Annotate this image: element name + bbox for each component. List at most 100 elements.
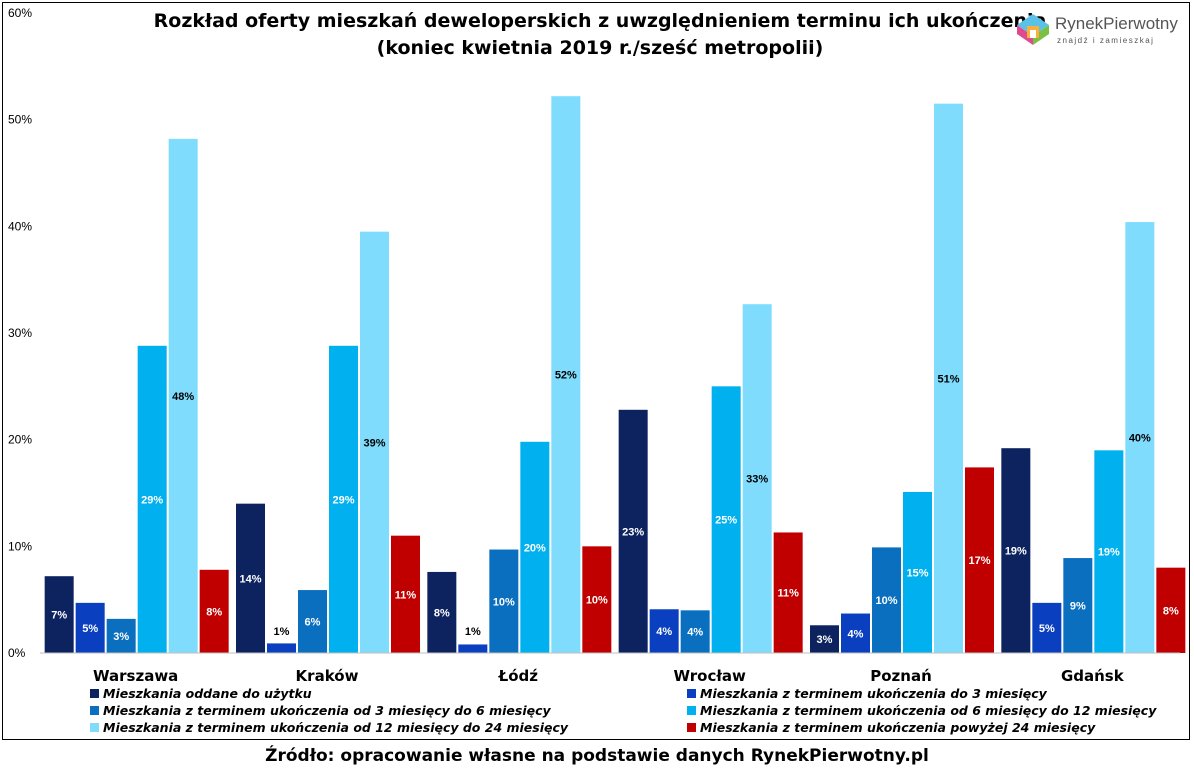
x-category-label: Gdańsk xyxy=(1061,667,1125,685)
chart-subtitle: (koniec kwietnia 2019 r./sześć metropoli… xyxy=(376,37,824,59)
bar-data-label: 40% xyxy=(1129,433,1151,445)
legend-item: Mieszkania z terminem ukończenia od 6 mi… xyxy=(687,703,1156,718)
bar-data-label: 10% xyxy=(875,595,897,607)
bar xyxy=(137,345,167,653)
bar-data-label: 52% xyxy=(555,370,577,382)
bar-chart: 0% 10% 20% 30% 40% 50% 60% 7% 5% 3% 29% 48% 8% 14% 1%… xyxy=(8,6,1186,685)
rynek-pierwotny-logo: RynekPierwotny znajdź i zamieszkaj xyxy=(1015,10,1185,50)
y-tick-label: 60% xyxy=(8,6,32,20)
bar-data-label: 10% xyxy=(586,595,608,607)
bar xyxy=(1032,602,1062,653)
bar xyxy=(360,231,389,653)
legend-swatch xyxy=(90,723,99,732)
y-axis: 0% 10% 20% 30% 40% 50% 60% xyxy=(8,6,32,660)
x-axis: Warszawa Kraków Łódź Wrocław Poznań Gdańsk xyxy=(40,652,1180,685)
bar-data-label: 39% xyxy=(363,437,385,449)
bar xyxy=(841,613,870,653)
bar-data-label: 4% xyxy=(687,627,703,639)
x-category-label: Kraków xyxy=(296,667,359,685)
bar-data-label: 1% xyxy=(465,626,481,638)
bar-data-label: 23% xyxy=(622,526,644,538)
legend-swatch xyxy=(90,706,99,715)
bar-data-label: 25% xyxy=(715,515,737,527)
legend-label: Mieszkania z terminem ukończenia od 3 mi… xyxy=(103,703,551,718)
bar-data-label: 29% xyxy=(141,494,163,506)
bar xyxy=(1094,450,1124,653)
legend-item: Mieszkania z terminem ukończenia do 3 mi… xyxy=(687,686,1047,701)
bar-data-label: 15% xyxy=(906,567,928,579)
bar-data-label: 8% xyxy=(434,607,450,619)
bar-data-label: 7% xyxy=(51,610,67,622)
bar-data-label: 3% xyxy=(113,631,129,643)
legend-label: Mieszkania oddane do użytku xyxy=(103,686,312,701)
bar-data-label: 4% xyxy=(656,626,672,638)
bar xyxy=(427,571,457,653)
legend-swatch xyxy=(687,689,696,698)
bar xyxy=(1063,558,1093,653)
chart-title-block: Rozkład oferty mieszkań deweloperskich z… xyxy=(150,8,1050,62)
bar xyxy=(618,409,648,653)
bar xyxy=(391,535,420,653)
bar-data-label: 5% xyxy=(82,623,98,635)
bar xyxy=(742,304,772,653)
y-tick-label: 0% xyxy=(8,646,26,660)
bar xyxy=(298,590,327,653)
bar-data-label: 5% xyxy=(1039,623,1055,635)
bar xyxy=(236,503,265,653)
bar-data-label: 19% xyxy=(1005,546,1027,558)
bar-data-label: 8% xyxy=(1163,605,1179,617)
bar-data-label: 17% xyxy=(968,555,990,567)
bar-data-label: 8% xyxy=(206,606,222,618)
bars xyxy=(44,96,1186,654)
bar xyxy=(903,491,932,653)
legend-item: Mieszkania z terminem ukończenia powyżej… xyxy=(687,720,1095,735)
bar xyxy=(711,386,741,653)
bar-data-label: 10% xyxy=(493,596,515,608)
bar-data-label: 48% xyxy=(172,391,194,403)
bar xyxy=(810,625,839,653)
bar xyxy=(489,549,519,653)
logo-tagline: znajdź i zamieszkaj xyxy=(1057,36,1155,45)
bar-data-label: 4% xyxy=(848,628,864,640)
bar xyxy=(582,546,612,653)
chart-frame xyxy=(2,2,1190,740)
source-note: Źródło: opracowanie własne na podstawie … xyxy=(265,746,929,766)
house-logo-icon xyxy=(1017,14,1049,45)
bar-data-label: 29% xyxy=(332,494,354,506)
bar xyxy=(520,441,550,653)
x-category-label: Łódź xyxy=(498,667,539,685)
y-tick-label: 50% xyxy=(8,113,32,127)
bar-data-label: 3% xyxy=(817,634,833,646)
bar xyxy=(75,602,105,653)
bar xyxy=(1156,567,1186,653)
legend-swatch xyxy=(90,689,99,698)
bar xyxy=(106,618,136,653)
bar xyxy=(329,345,358,653)
logo-brand: RynekPierwotny xyxy=(1055,14,1178,33)
bar xyxy=(267,643,296,653)
legend-label: Mieszkania z terminem ukończenia od 6 mi… xyxy=(700,703,1157,718)
x-category-label: Wrocław xyxy=(673,667,746,685)
bar-data-label: 14% xyxy=(239,573,261,585)
bar xyxy=(649,609,679,653)
x-category-label: Poznań xyxy=(870,667,932,685)
bar xyxy=(458,644,488,653)
bar-data-label: 9% xyxy=(1070,601,1086,613)
bar xyxy=(1001,448,1031,653)
bar xyxy=(1125,222,1155,654)
bar-data-label: 11% xyxy=(777,588,799,600)
bar xyxy=(199,569,229,653)
bar-data-label: 20% xyxy=(524,542,546,554)
bar-labels: 7% 5% 3% 29% 48% 8% 14% 1% 6% 29% 39% 11% 8% 1% 10% 20%… xyxy=(51,370,1179,647)
chart-title: Rozkład oferty mieszkań deweloperskich z… xyxy=(153,10,1047,32)
legend-item: Mieszkania z terminem ukończenia od 12 m… xyxy=(90,720,568,735)
bar xyxy=(680,610,710,653)
bar-data-label: 19% xyxy=(1098,547,1120,559)
legend-swatch xyxy=(687,723,696,732)
legend-label: Mieszkania z terminem ukończenia do 3 mi… xyxy=(700,686,1047,701)
bar-data-label: 11% xyxy=(395,589,417,601)
legend-item: Mieszkania z terminem ukończenia od 3 mi… xyxy=(90,703,551,718)
legend: Mieszkania oddane do użytku Mieszkania z … xyxy=(90,686,1180,738)
bar xyxy=(872,547,901,653)
legend-swatch xyxy=(687,706,696,715)
